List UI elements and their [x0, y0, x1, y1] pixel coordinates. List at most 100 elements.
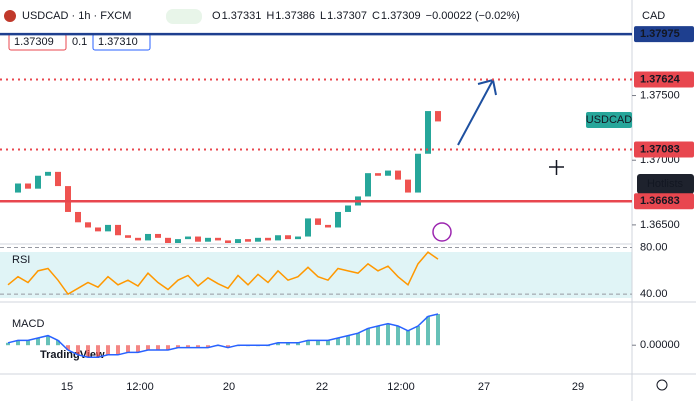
- candle: [175, 239, 181, 243]
- sell-price[interactable]: 1.37309: [14, 36, 54, 48]
- symbol-tag: USDCAD: [586, 114, 633, 126]
- macd-bar: [186, 345, 190, 348]
- candle: [385, 170, 391, 176]
- macd-bar: [136, 345, 140, 353]
- macd-bar: [286, 342, 290, 346]
- x-tick-label: 27: [478, 381, 490, 393]
- candle: [255, 237, 261, 242]
- candle: [145, 233, 151, 241]
- macd-bar: [326, 340, 330, 346]
- macd-bar: [176, 345, 180, 348]
- hotlists[interactable]: Hotlists: [647, 178, 684, 190]
- candle: [65, 186, 71, 212]
- macd-bar: [416, 326, 420, 346]
- x-tick-label: 22: [316, 381, 328, 393]
- candle: [275, 235, 281, 241]
- macd-bar: [206, 345, 210, 348]
- macd-bar: [86, 345, 90, 358]
- candle: [365, 173, 371, 197]
- candle: [305, 218, 311, 237]
- candle: [45, 171, 51, 176]
- candle: [285, 235, 291, 240]
- symbol-tag-bg: [586, 112, 632, 128]
- candle: [315, 218, 321, 225]
- y-tick-label: 0.00000: [640, 339, 680, 351]
- event-icon[interactable]: [432, 222, 452, 242]
- level-label-bg: [634, 71, 694, 88]
- macd-bar: [346, 335, 350, 346]
- macd-bar: [96, 345, 100, 358]
- candle: [195, 236, 201, 242]
- candle: [335, 211, 341, 228]
- x-tick-label: 12:00: [126, 381, 154, 393]
- candle: [55, 171, 61, 187]
- candle: [125, 235, 131, 238]
- macd-bar: [156, 345, 160, 350]
- x-tick-label: 15: [61, 381, 73, 393]
- level-label: 1.36683: [640, 195, 680, 207]
- macd-bar: [316, 340, 320, 346]
- ohlc-label: L: [320, 10, 326, 22]
- settings-icon[interactable]: [656, 379, 668, 391]
- macd-line: [7, 313, 439, 358]
- buy-price[interactable]: 1.37310: [98, 36, 138, 48]
- macd-bar: [56, 340, 60, 346]
- candle: [395, 170, 401, 180]
- macd-bar: [76, 345, 80, 355]
- candle: [205, 237, 211, 242]
- crosshair: [549, 160, 564, 175]
- level-label-bg: [634, 141, 694, 158]
- macd-bar: [26, 340, 30, 346]
- macd-bar: [406, 330, 410, 346]
- macd-title: MACD: [12, 318, 44, 330]
- level-label-bg: [634, 193, 694, 210]
- level-label: 1.37624: [640, 73, 681, 85]
- y-tick-label: 80.00: [640, 241, 668, 253]
- macd-bar: [306, 340, 310, 346]
- ohlc-value: 1.37309: [381, 10, 421, 22]
- brand: TradingView: [40, 349, 105, 361]
- macd-bar: [376, 326, 380, 346]
- macd-bar: [116, 345, 120, 355]
- x-tick-label: 20: [223, 381, 235, 393]
- candle: [35, 175, 41, 189]
- candle: [155, 233, 161, 238]
- macd-bar: [66, 345, 70, 350]
- macd-bar: [426, 316, 430, 346]
- candle: [325, 224, 331, 228]
- y-tick-label: 40.00: [640, 288, 668, 300]
- candle: [235, 239, 241, 243]
- hotlists-button[interactable]: [637, 174, 694, 194]
- candle: [225, 240, 231, 243]
- macd-bar: [366, 328, 370, 346]
- status-pill[interactable]: [166, 9, 202, 24]
- macd-bar: [16, 340, 20, 346]
- macd-bar: [6, 342, 10, 346]
- candle: [215, 237, 221, 241]
- ohlc-label: C: [372, 10, 380, 22]
- ohlc-label: O: [212, 10, 221, 22]
- candle: [345, 205, 351, 212]
- symbol-flag: [4, 10, 16, 22]
- candle: [295, 236, 301, 240]
- ohlc-value: 1.37386: [275, 10, 315, 22]
- candle: [375, 173, 381, 176]
- macd-bar: [166, 345, 170, 350]
- level-label: 1.37975: [640, 28, 680, 40]
- macd-bar: [386, 323, 390, 346]
- symbol[interactable]: USDCAD · 1h · FXCM: [22, 10, 131, 22]
- ohlc-value: 1.37307: [327, 10, 367, 22]
- candle: [265, 237, 271, 241]
- macd-bar: [336, 338, 340, 346]
- ohlc-value: 1.37331: [222, 10, 262, 22]
- rsi-title: RSI: [12, 254, 30, 266]
- macd-bar: [36, 338, 40, 346]
- x-tick-label: 29: [572, 381, 584, 393]
- candle: [405, 179, 411, 193]
- candle: [75, 211, 81, 223]
- candle: [165, 237, 171, 243]
- currency[interactable]: CAD: [642, 10, 665, 22]
- level-label: 1.37083: [640, 143, 680, 155]
- candle: [95, 227, 101, 232]
- macd-bar: [356, 333, 360, 346]
